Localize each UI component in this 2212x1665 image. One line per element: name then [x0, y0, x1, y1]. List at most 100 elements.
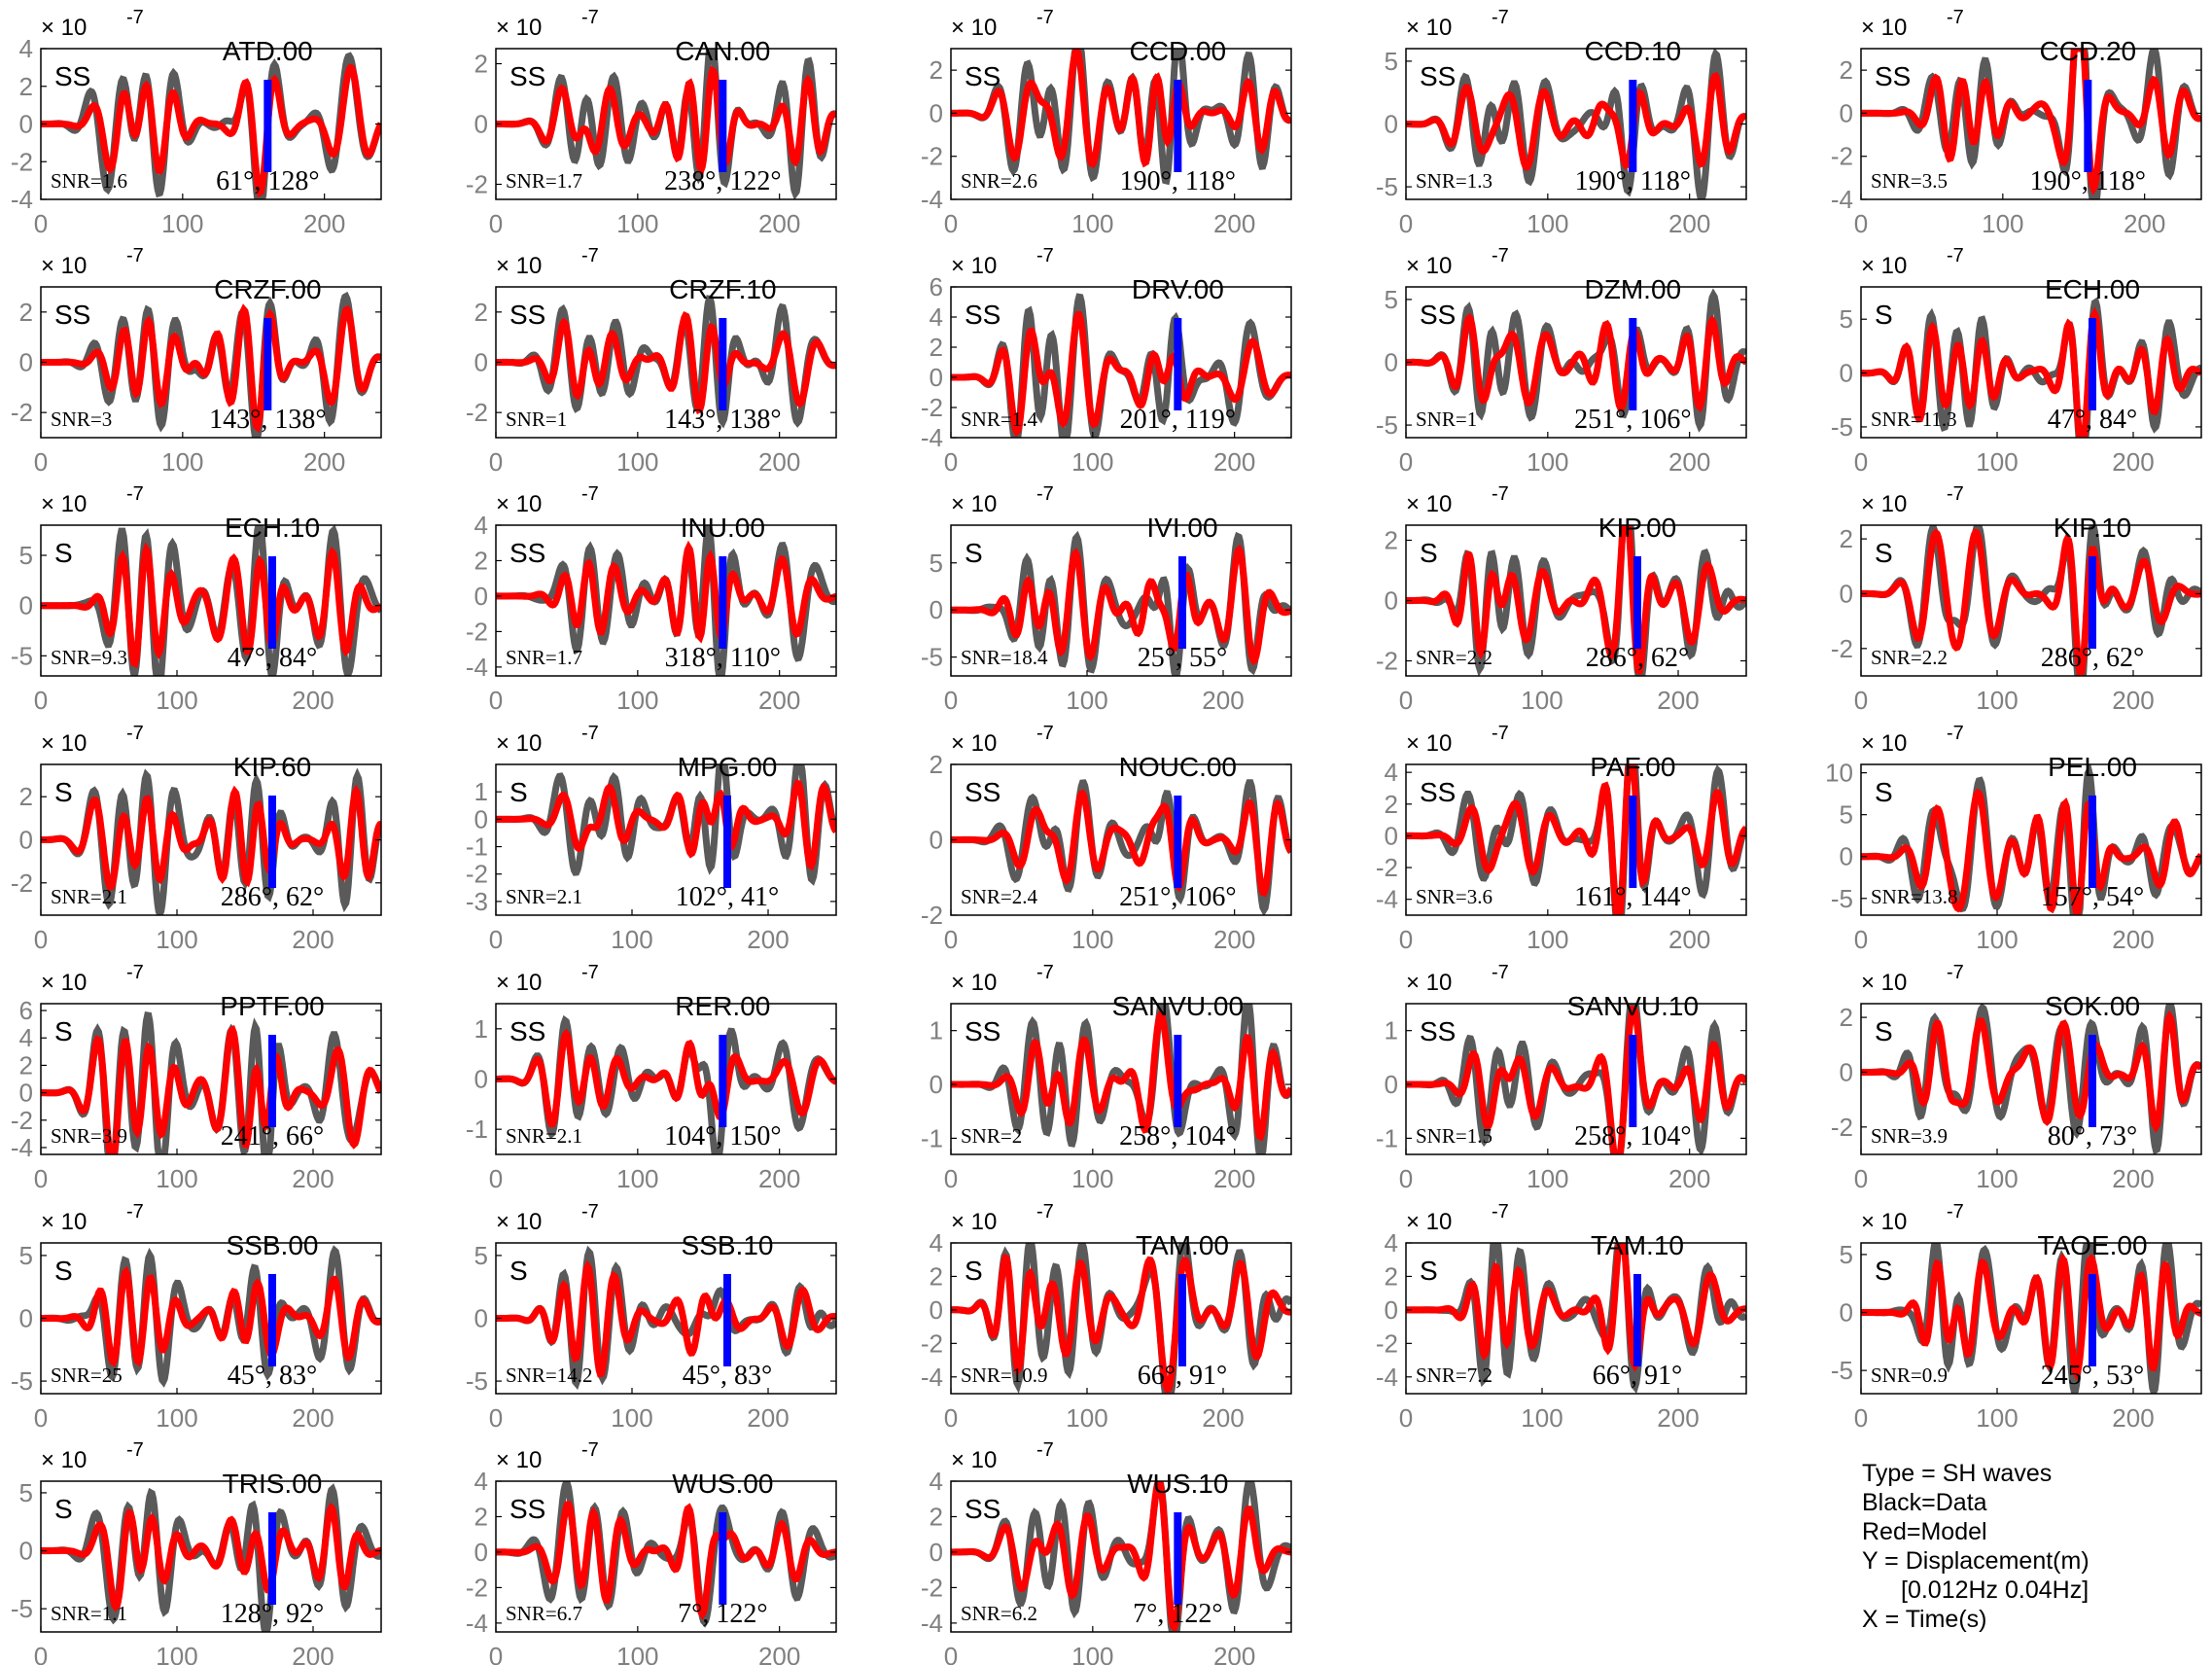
x-tick-label: 200 — [1202, 686, 1244, 715]
axes-box — [950, 48, 1292, 200]
y-tick-label: 0 — [474, 582, 488, 611]
x-tick-label: 200 — [292, 925, 334, 954]
snr-label: SNR=1.3 — [1416, 169, 1492, 193]
x-tick-label: 200 — [1657, 1403, 1699, 1433]
y-tick-label: 1 — [930, 1016, 943, 1045]
exponent-label: × 10 — [41, 253, 87, 279]
legend-black: Black=Data — [1862, 1489, 1987, 1516]
data-trace — [1861, 525, 2201, 676]
phase-label: S — [54, 1494, 73, 1524]
exponent-label: × 10 — [951, 730, 997, 757]
station-label: TAM.00 — [1136, 1230, 1229, 1260]
axes-box — [1405, 1242, 1747, 1395]
y-tick-label: 2 — [474, 50, 488, 79]
angles-label: 201°, 119° — [1120, 405, 1236, 435]
x-tick-label: 200 — [292, 1403, 334, 1433]
y-tick-label: 0 — [1840, 1057, 1853, 1086]
y-tick-label: 2 — [474, 1502, 488, 1531]
phase-label: S — [54, 1256, 73, 1286]
exponent-power: -7 — [1036, 245, 1054, 266]
x-tick-label: 0 — [1399, 447, 1413, 477]
y-tick-label: 5 — [930, 549, 943, 578]
snr-label: SNR=2.6 — [961, 169, 1037, 193]
phase-label: SS — [509, 1494, 545, 1524]
y-tick-label: 2 — [1840, 55, 1853, 85]
x-tick-label: 100 — [156, 1403, 197, 1433]
exponent-label: × 10 — [1406, 1209, 1452, 1235]
station-label: WUS.10 — [1127, 1469, 1228, 1499]
exponent-label: × 10 — [951, 491, 997, 517]
y-tick-label: -2 — [1376, 647, 1398, 676]
model-trace — [496, 1259, 836, 1378]
x-tick-label: 200 — [303, 209, 345, 238]
snr-label: SNR=3.9 — [51, 1124, 127, 1148]
phase-label: S — [1875, 777, 1893, 807]
snr-label: SNR=1 — [1416, 407, 1477, 431]
exponent-power: -7 — [1036, 483, 1054, 505]
exponent-power: -7 — [126, 1201, 144, 1222]
axes-box — [1860, 286, 2202, 439]
x-tick-label: 0 — [489, 209, 503, 238]
snr-label: SNR=14.2 — [506, 1364, 592, 1387]
x-tick-label: 0 — [944, 925, 958, 954]
axes-box — [950, 286, 1292, 439]
axes-box — [1405, 1003, 1747, 1155]
y-tick-label: -4 — [921, 1363, 943, 1392]
x-tick-label: 0 — [1399, 686, 1413, 715]
x-tick-label: 0 — [944, 209, 958, 238]
phase-label: SS — [1420, 300, 1456, 330]
y-tick-label: 4 — [930, 1467, 943, 1496]
x-tick-label: 200 — [1657, 686, 1699, 715]
x-tick-label: 100 — [1527, 209, 1568, 238]
x-tick-label: 0 — [1399, 209, 1413, 238]
angles-label: 241°, 66° — [221, 1121, 324, 1151]
x-tick-label: 100 — [611, 1403, 652, 1433]
y-tick-label: 1 — [1385, 1016, 1398, 1045]
snr-label: SNR=1.1 — [51, 1602, 127, 1625]
station-label: MPG.00 — [678, 752, 778, 782]
snr-label: SNR=1 — [506, 407, 567, 431]
phase-label: SS — [1420, 1016, 1456, 1046]
x-tick-label: 100 — [1071, 1164, 1113, 1193]
station-label: SANVU.00 — [1112, 991, 1244, 1021]
axes-box — [950, 1480, 1292, 1633]
station-label: ECH.10 — [225, 513, 320, 543]
snr-label: SNR=1.7 — [506, 169, 582, 193]
station-label: NOUC.00 — [1119, 752, 1237, 782]
angles-label: 66°, 91° — [1593, 1361, 1682, 1391]
y-tick-label: -1 — [466, 1115, 488, 1144]
snr-label: SNR=6.7 — [506, 1602, 582, 1625]
y-tick-label: 2 — [19, 298, 33, 327]
y-tick-label: -2 — [466, 617, 488, 646]
y-tick-label: 2 — [1385, 1261, 1398, 1291]
y-tick-label: 0 — [474, 1538, 488, 1567]
station-label: PEL.00 — [2048, 752, 2137, 782]
legend-y: Y = Displacement(m) — [1862, 1547, 2089, 1575]
exponent-label: × 10 — [496, 1447, 542, 1473]
data-trace — [1406, 49, 1746, 199]
station-label: RER.00 — [675, 991, 770, 1021]
x-tick-label: 200 — [1202, 1403, 1244, 1433]
x-tick-label: 200 — [1213, 1642, 1255, 1665]
y-tick-label: 2 — [930, 55, 943, 85]
y-tick-label: -2 — [1831, 142, 1853, 171]
y-tick-label: 0 — [1840, 359, 1853, 388]
angles-label: 286°, 62° — [2041, 643, 2144, 673]
y-tick-label: -2 — [1831, 634, 1853, 663]
exponent-label: × 10 — [1861, 253, 1907, 279]
exponent-label: × 10 — [41, 1447, 87, 1473]
y-tick-label: -3 — [466, 887, 488, 916]
model-trace — [41, 1024, 381, 1154]
station-label: CRZF.10 — [669, 274, 776, 304]
exponent-label: × 10 — [41, 491, 87, 517]
axes-box — [1860, 48, 2202, 200]
